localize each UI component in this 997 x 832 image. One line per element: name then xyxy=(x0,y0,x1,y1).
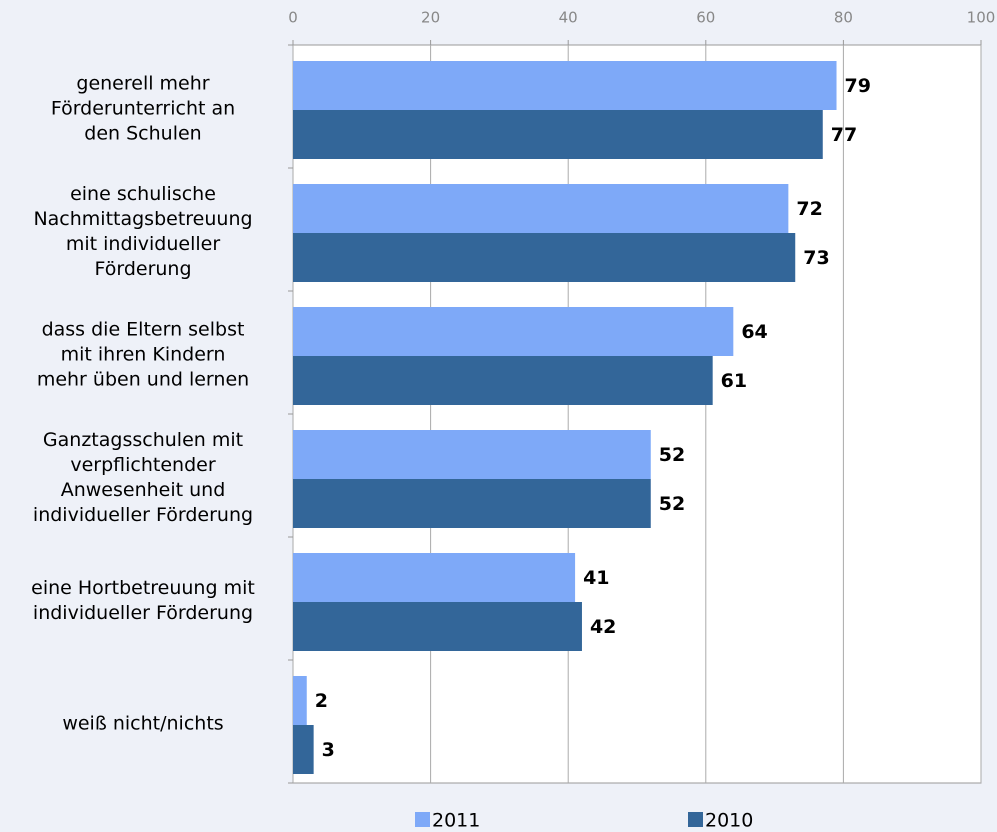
category-label: dass die Eltern selbst mit ihren Kindern… xyxy=(36,318,250,390)
x-tick-label: 80 xyxy=(834,9,853,27)
bar xyxy=(293,233,796,282)
x-tick-label: 0 xyxy=(288,9,298,27)
value-label: 64 xyxy=(741,321,767,343)
value-label: 41 xyxy=(583,567,609,589)
x-tick-label: 40 xyxy=(559,9,578,27)
legend-swatch xyxy=(415,812,430,827)
value-label: 72 xyxy=(796,198,822,220)
bar xyxy=(293,725,314,774)
legend-label: 2011 xyxy=(432,810,480,832)
legend-swatch xyxy=(688,812,703,827)
bar xyxy=(293,479,651,528)
value-label: 52 xyxy=(659,493,685,515)
value-label: 77 xyxy=(831,124,857,146)
legend-label: 2010 xyxy=(705,810,753,832)
bar xyxy=(293,430,651,479)
value-label: 79 xyxy=(845,75,871,97)
category-label: weiß nicht/nichts xyxy=(62,712,224,734)
value-label: 3 xyxy=(322,739,335,761)
plot-area xyxy=(292,44,982,784)
bar xyxy=(293,602,582,651)
category-label: eine Hortbetreuung mit individueller För… xyxy=(31,576,255,624)
value-label: 73 xyxy=(803,247,829,269)
x-tick-label: 60 xyxy=(696,9,715,27)
x-tick-label: 100 xyxy=(967,9,996,27)
value-label: 2 xyxy=(315,690,328,712)
category-label: Ganztagsschulen mit verpflichtender Anwe… xyxy=(32,428,254,526)
category-label: generell mehr Förderunterricht an den Sc… xyxy=(50,72,236,144)
bar xyxy=(293,356,713,405)
bar xyxy=(293,553,576,602)
x-tick-label: 20 xyxy=(421,9,440,27)
bar xyxy=(293,307,734,356)
bar xyxy=(293,110,823,159)
bar xyxy=(293,184,789,233)
value-label: 61 xyxy=(721,370,747,392)
bar xyxy=(293,676,307,725)
bar xyxy=(293,61,837,110)
value-label: 52 xyxy=(659,444,685,466)
value-label: 42 xyxy=(590,616,616,638)
category-label: eine schulische Nachmittagsbetreuung mit… xyxy=(33,182,253,280)
